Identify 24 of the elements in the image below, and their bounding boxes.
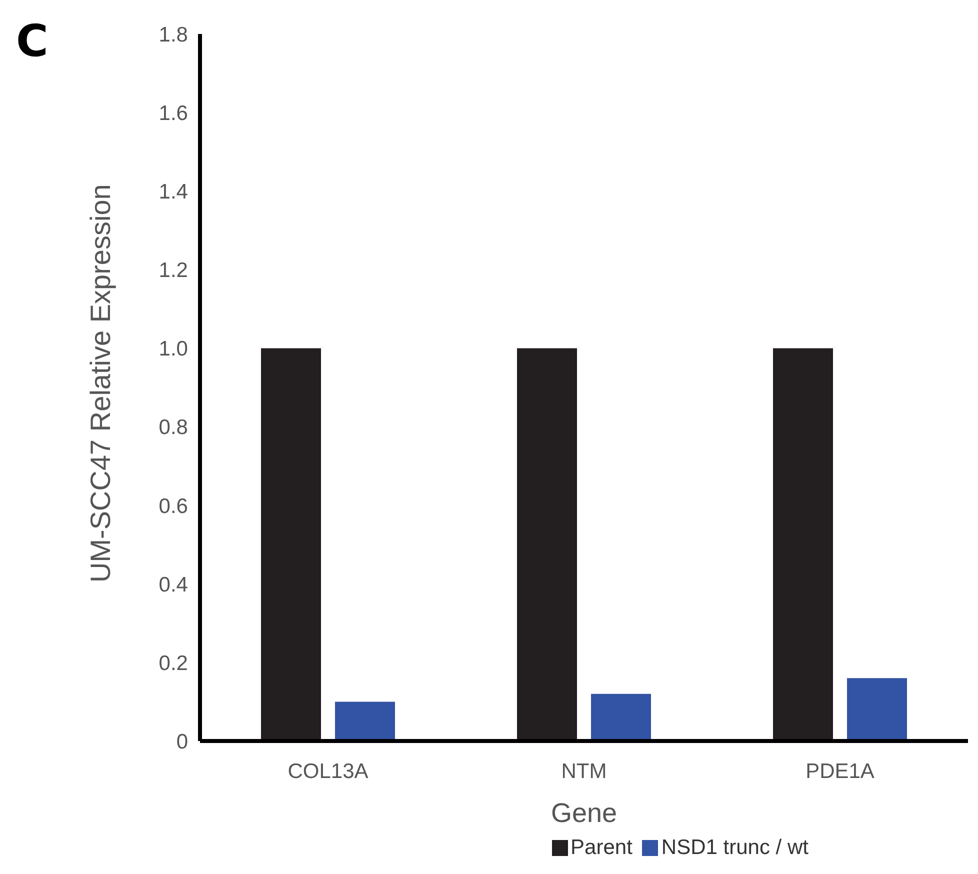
legend-label: Parent: [570, 836, 632, 860]
x-tick-label: COL13A: [288, 760, 368, 783]
x-tick-label: PDE1A: [806, 760, 874, 783]
y-tick-label: 0: [176, 730, 188, 754]
text: C: [16, 16, 48, 67]
y-tick-label: 0.8: [158, 416, 188, 440]
bar: [335, 702, 395, 741]
y-tick-label: 0.2: [158, 652, 188, 675]
x-axis-title: Gene: [550, 798, 618, 828]
y-tick-label: 0.4: [158, 573, 188, 596]
y-tick-label: 1.8: [158, 23, 188, 46]
y-tick-label: 1.2: [158, 259, 188, 282]
legend-label: NSD1 trunc / wt: [660, 836, 808, 860]
y-tick-label: 1.4: [158, 180, 188, 204]
bar: [591, 694, 651, 741]
bar: [517, 348, 577, 741]
x-tick-label: NTM: [561, 760, 607, 783]
bar: [847, 678, 907, 741]
bar: [261, 348, 321, 741]
bar: [773, 348, 833, 741]
y-tick-label: 1.6: [158, 102, 188, 126]
y-tick-label: 0.6: [158, 494, 188, 518]
y-axis-title: UM-SCC47 Relative Expression: [84, 184, 116, 582]
y-tick-label: 1.0: [158, 338, 188, 361]
